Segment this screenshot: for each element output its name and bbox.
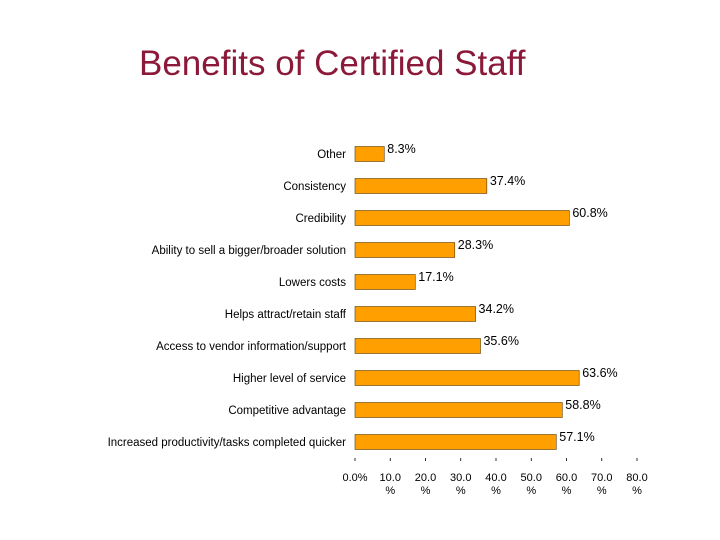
value-label: 28.3% <box>458 238 493 252</box>
tick-label: % <box>491 485 501 497</box>
tick-label: % <box>632 485 642 497</box>
tick-label: % <box>562 485 572 497</box>
slide-title: Benefits of Certified Staff <box>139 44 526 83</box>
value-labels-group: 8.3% 37.4% 60.8% 28.3% 17.1% 34.2% 35.6% 63.6% 5… <box>387 142 617 444</box>
value-label: 37.4% <box>490 174 525 188</box>
category-label: Helps attract/retain staff <box>225 309 347 321</box>
value-label: 63.6% <box>582 366 617 380</box>
category-label: Ability to sell a bigger/broader solutio… <box>152 245 346 257</box>
value-label: 60.8% <box>572 206 607 220</box>
value-label: 35.6% <box>483 334 518 348</box>
bar <box>354 370 580 386</box>
tick-label: 50.0 <box>521 472 542 484</box>
bars-group <box>354 146 580 450</box>
bar <box>354 434 557 450</box>
tick-label: % <box>385 485 395 497</box>
tick-label: 30.0 <box>450 472 471 484</box>
category-label: Other <box>317 149 346 161</box>
category-label: Lowers costs <box>279 277 346 289</box>
bar <box>354 306 476 322</box>
tick-label: % <box>597 485 607 497</box>
tick-label: 0.0% <box>342 472 367 484</box>
bar <box>354 338 481 354</box>
tick-label: 60.0 <box>556 472 577 484</box>
value-label: 34.2% <box>479 302 514 316</box>
category-labels-group: Other Consistency Credibility Ability to se… <box>108 149 347 449</box>
tick-label: 10.0 <box>380 472 401 484</box>
tick-label: % <box>421 485 431 497</box>
x-axis-ticks-group: 0.0% 10.0%20.0%30.0%40.0%50.0%60.0%70.0%8… <box>342 458 648 497</box>
value-label: 17.1% <box>418 270 453 284</box>
category-label: Credibility <box>296 213 347 225</box>
bar <box>354 210 570 226</box>
value-label: 57.1% <box>559 430 594 444</box>
bar <box>354 402 563 418</box>
tick-label: % <box>526 485 536 497</box>
tick-label: 20.0 <box>415 472 436 484</box>
value-label: 58.8% <box>565 398 600 412</box>
tick-label: 40.0 <box>485 472 506 484</box>
value-label: 8.3% <box>387 142 416 156</box>
category-label: Increased productivity/tasks completed q… <box>108 437 347 449</box>
category-label: Higher level of service <box>233 373 346 385</box>
bar <box>354 274 416 290</box>
bar <box>354 242 456 258</box>
tick-label: 80.0 <box>626 472 647 484</box>
bar <box>354 178 488 194</box>
tick-label: 70.0 <box>591 472 612 484</box>
tick-label: % <box>456 485 466 497</box>
category-label: Access to vendor information/support <box>156 341 347 353</box>
bar <box>354 146 385 162</box>
category-label: Consistency <box>283 181 346 193</box>
category-label: Competitive advantage <box>228 405 346 417</box>
